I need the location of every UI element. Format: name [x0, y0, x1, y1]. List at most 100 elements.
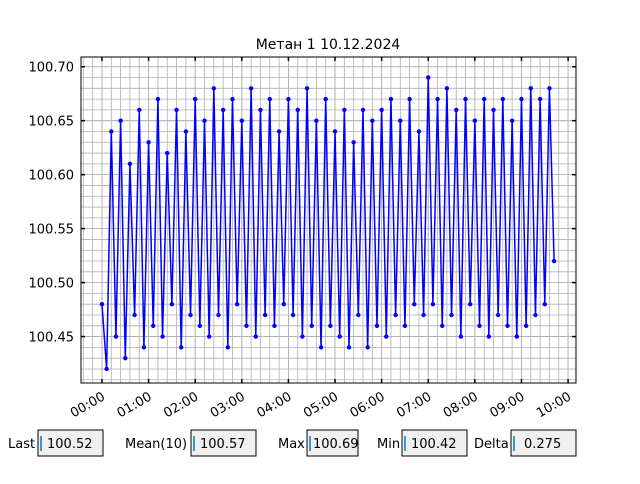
data-point — [262, 312, 268, 318]
data-point — [486, 334, 492, 339]
data-point — [328, 323, 333, 328]
data-point — [127, 161, 133, 167]
data-point — [188, 312, 193, 318]
stat-value: 0.275 — [524, 437, 561, 452]
data-point — [276, 129, 282, 134]
data-point — [323, 96, 328, 102]
data-point — [272, 323, 277, 328]
data-point — [342, 107, 347, 113]
data-point — [505, 323, 510, 328]
y-tick-label: 100.65 — [29, 115, 75, 130]
stat-box[interactable] — [510, 429, 577, 457]
data-point — [216, 312, 221, 318]
data-point — [141, 345, 147, 350]
data-point — [402, 323, 408, 328]
data-point — [472, 118, 478, 123]
stat-box[interactable] — [37, 429, 104, 457]
data-point — [318, 345, 324, 350]
data-point — [225, 345, 231, 350]
data-point — [290, 312, 296, 318]
y-tick-label: 100.50 — [29, 277, 75, 292]
stat-value: 100.69 — [313, 437, 359, 452]
data-point — [440, 323, 445, 328]
data-point — [533, 312, 538, 318]
data-point — [542, 301, 547, 307]
data-point — [146, 140, 151, 145]
data-point — [528, 86, 533, 91]
data-point — [99, 301, 105, 307]
data-point — [458, 334, 464, 339]
data-point — [454, 107, 459, 113]
data-point — [309, 323, 314, 328]
stat-box[interactable] — [401, 429, 468, 457]
data-point — [519, 96, 524, 102]
stat-value: 100.57 — [200, 437, 246, 452]
data-point — [416, 129, 422, 134]
data-point — [286, 96, 291, 102]
data-point — [449, 312, 454, 318]
stat-box[interactable] — [190, 429, 257, 457]
data-point — [514, 334, 520, 339]
data-point — [509, 118, 515, 123]
data-point — [300, 334, 305, 339]
data-point — [360, 107, 366, 113]
y-tick-label: 100.60 — [29, 169, 75, 184]
data-point — [174, 107, 179, 113]
data-point — [151, 323, 156, 328]
data-point — [356, 312, 361, 318]
stat-box[interactable] — [306, 429, 359, 457]
data-point — [155, 96, 161, 102]
stat-value: 100.52 — [47, 437, 93, 452]
y-tick-label: 100.70 — [29, 61, 75, 76]
data-point — [304, 86, 310, 91]
axes-frame — [80, 56, 577, 384]
data-point — [374, 323, 380, 328]
data-point — [248, 86, 254, 91]
data-point — [365, 345, 370, 350]
data-point — [104, 366, 109, 372]
data-point — [491, 107, 496, 113]
data-point — [477, 323, 482, 328]
data-point — [398, 118, 403, 123]
data-point — [267, 96, 272, 102]
data-point — [337, 334, 342, 339]
stat-label: Min — [377, 437, 400, 452]
stat-label: Mean(10) — [125, 437, 187, 452]
data-point — [183, 129, 189, 134]
data-point — [388, 96, 394, 102]
data-point — [523, 323, 529, 328]
data-point — [137, 107, 142, 113]
data-point — [113, 334, 119, 339]
data-point — [160, 334, 165, 339]
data-point — [412, 301, 417, 307]
data-point — [258, 107, 263, 113]
stat-value: 100.42 — [411, 437, 457, 452]
data-point — [444, 86, 450, 91]
data-point — [430, 301, 436, 307]
data-point — [165, 150, 170, 156]
stat-label: Last — [8, 437, 35, 452]
data-point — [426, 75, 431, 80]
data-point — [239, 118, 245, 123]
data-point — [463, 96, 468, 102]
data-point — [220, 107, 226, 113]
data-point — [230, 96, 235, 102]
data-point — [346, 345, 352, 350]
data-point — [295, 107, 300, 113]
data-point — [169, 301, 175, 307]
stat-label: Delta — [474, 437, 509, 452]
data-point — [211, 86, 217, 91]
data-point — [132, 312, 137, 318]
data-point — [551, 258, 557, 264]
data-point — [314, 118, 319, 123]
stat-label: Max — [278, 437, 305, 452]
data-point — [118, 118, 123, 123]
data-point — [197, 323, 203, 328]
data-point — [495, 312, 501, 318]
data-point — [253, 334, 258, 339]
data-point — [332, 129, 338, 134]
data-point — [500, 96, 506, 102]
data-point — [179, 345, 184, 350]
data-point — [435, 96, 440, 102]
